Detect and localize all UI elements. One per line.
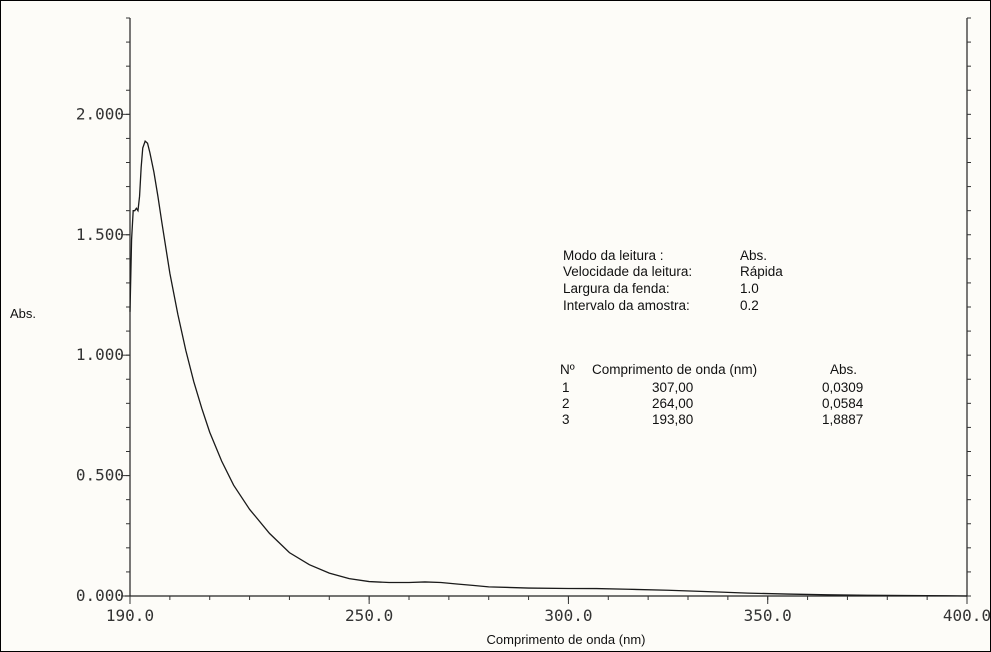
setting-value: 1.0: [740, 281, 759, 296]
x-tick-label: 250.0: [345, 606, 393, 625]
tick-marks: [121, 17, 971, 604]
peak-num: 3: [562, 412, 570, 427]
setting-label: Modo da leitura :: [563, 248, 664, 263]
peak-abs: 0,0309: [822, 380, 863, 395]
settings-block: Modo da leitura : Abs. Velocidade da lei…: [563, 248, 783, 313]
peak-wavelength: 193,80: [652, 412, 693, 427]
setting-label: Velocidade da leitura:: [563, 264, 692, 279]
peak-num: 2: [562, 396, 570, 411]
setting-value: 0.2: [740, 298, 759, 313]
peak-table: Nº Comprimento de onda (nm) Abs. 1 307,0…: [560, 362, 864, 427]
x-tick-label: 350.0: [744, 606, 792, 625]
absorbance-curve: [129, 140, 968, 597]
peak-wavelength: 264,00: [652, 396, 693, 411]
y-tick-label: 1.500: [76, 225, 124, 244]
peak-header-wavelength: Comprimento de onda (nm): [592, 362, 757, 377]
y-tick-label: 1.000: [76, 345, 124, 364]
peak-wavelength: 307,00: [652, 380, 693, 395]
setting-value: Rápida: [740, 264, 783, 279]
y-tick-label: 0.000: [76, 586, 124, 605]
y-tick-label: 2.000: [76, 104, 124, 123]
setting-label: Largura da fenda:: [563, 281, 670, 296]
x-tick-label: 300.0: [544, 606, 592, 625]
peak-abs: 0,0584: [822, 396, 864, 411]
peak-header-abs: Abs.: [830, 362, 857, 377]
peak-num: 1: [562, 380, 570, 395]
y-axis-title: Abs.: [10, 306, 36, 321]
setting-value: Abs.: [740, 248, 767, 263]
x-axis-title: Comprimento de onda (nm): [487, 632, 646, 647]
x-tick-label: 190.0: [106, 606, 154, 625]
tick-labels: 0.000 0.500 1.000 1.500 2.000 190.0 250.0 300.0…: [76, 104, 991, 625]
y-tick-label: 0.500: [76, 466, 124, 485]
x-tick-label: 400.0: [943, 606, 991, 625]
peak-abs: 1,8887: [822, 412, 863, 427]
peak-header-num: Nº: [560, 362, 575, 377]
setting-label: Intervalo da amostra:: [563, 298, 690, 313]
